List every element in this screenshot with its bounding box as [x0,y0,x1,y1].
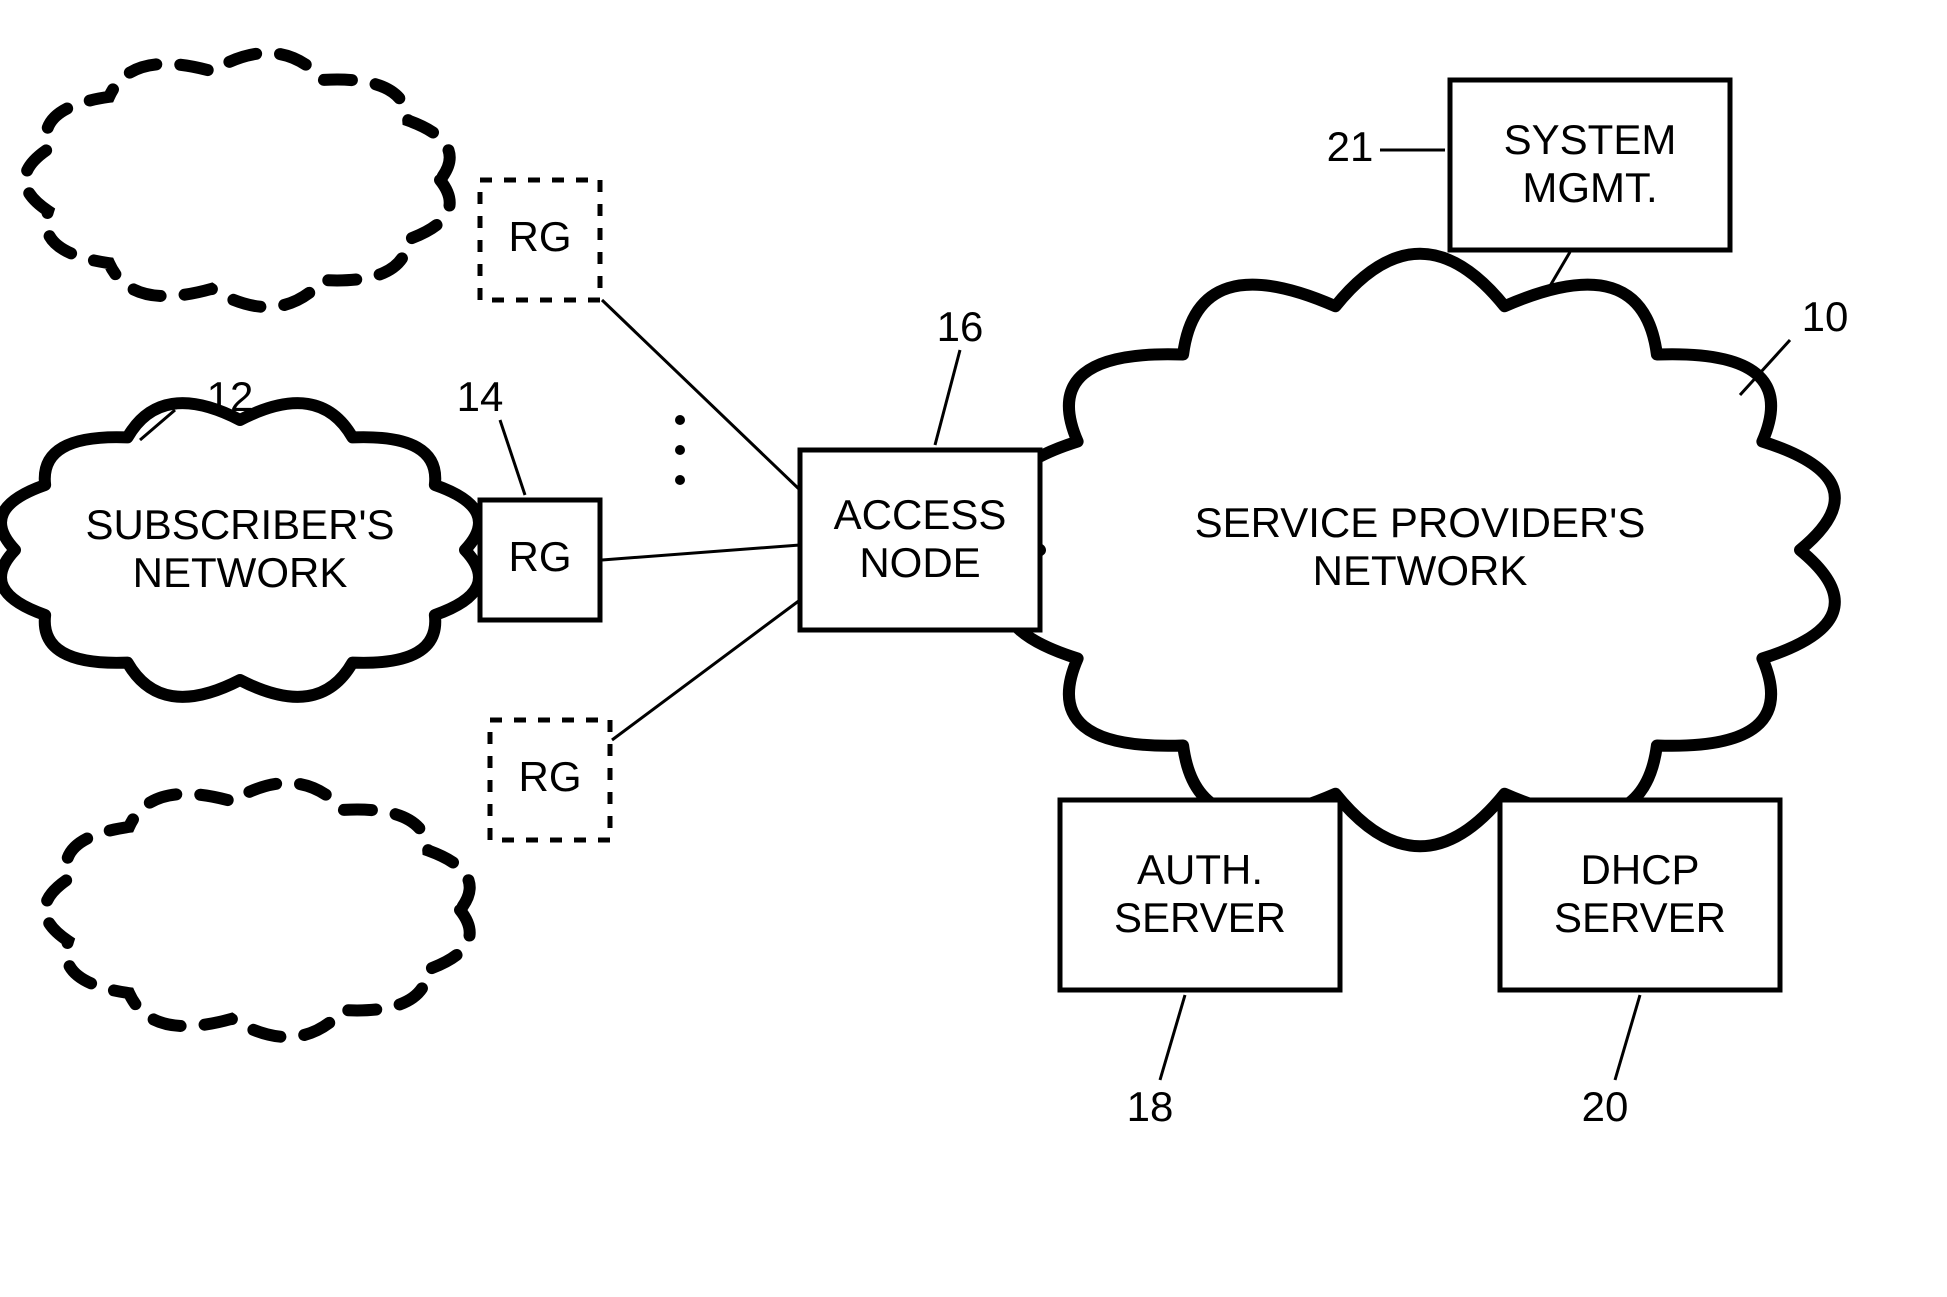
sys-mgmt-label2: MGMT. [1522,164,1657,211]
sp-cloud-label2: NETWORK [1313,547,1528,594]
ellipsis-dots [675,415,685,485]
rg-mid-label: RG [509,533,572,580]
ref-12: 12 [207,373,254,420]
auth-label2: SERVER [1114,894,1286,941]
ref-10: 10 [1802,293,1849,340]
ellipsis-dot [675,415,685,425]
edge-rg_bot_right [612,600,800,740]
sys-mgmt-label1: SYSTEM [1504,116,1677,163]
access-node-label1: ACCESS [834,491,1007,538]
ref-16: 16 [937,303,984,350]
rg-bot-label: RG [519,753,582,800]
ref-tick-16 [935,350,960,445]
dhcp-label2: SERVER [1554,894,1726,941]
edge-rg_top_right [602,300,800,490]
access-node-label2: NODE [859,539,980,586]
cloud-subscriber-ghost-top [25,53,450,307]
ellipsis-dot [675,445,685,455]
subscriber-cloud-label2: NETWORK [133,549,348,596]
ref-tick-18 [1160,995,1185,1080]
ref-tick-14 [500,420,525,495]
edge-rg_mid_right [602,545,800,560]
ref-21: 21 [1327,123,1374,170]
dhcp-label1: DHCP [1580,846,1699,893]
ellipsis-dot [675,475,685,485]
ref-14: 14 [457,373,504,420]
rg-top-label: RG [509,213,572,260]
subscriber-cloud-label1: SUBSCRIBER'S [85,501,394,548]
ref-20: 20 [1582,1083,1629,1130]
ref-tick-20 [1615,995,1640,1080]
sp-cloud-label1: SERVICE PROVIDER'S [1195,499,1646,546]
ref-18: 18 [1127,1083,1174,1130]
cloud-subscriber-ghost-bottom [45,783,470,1037]
auth-label1: AUTH. [1137,846,1263,893]
